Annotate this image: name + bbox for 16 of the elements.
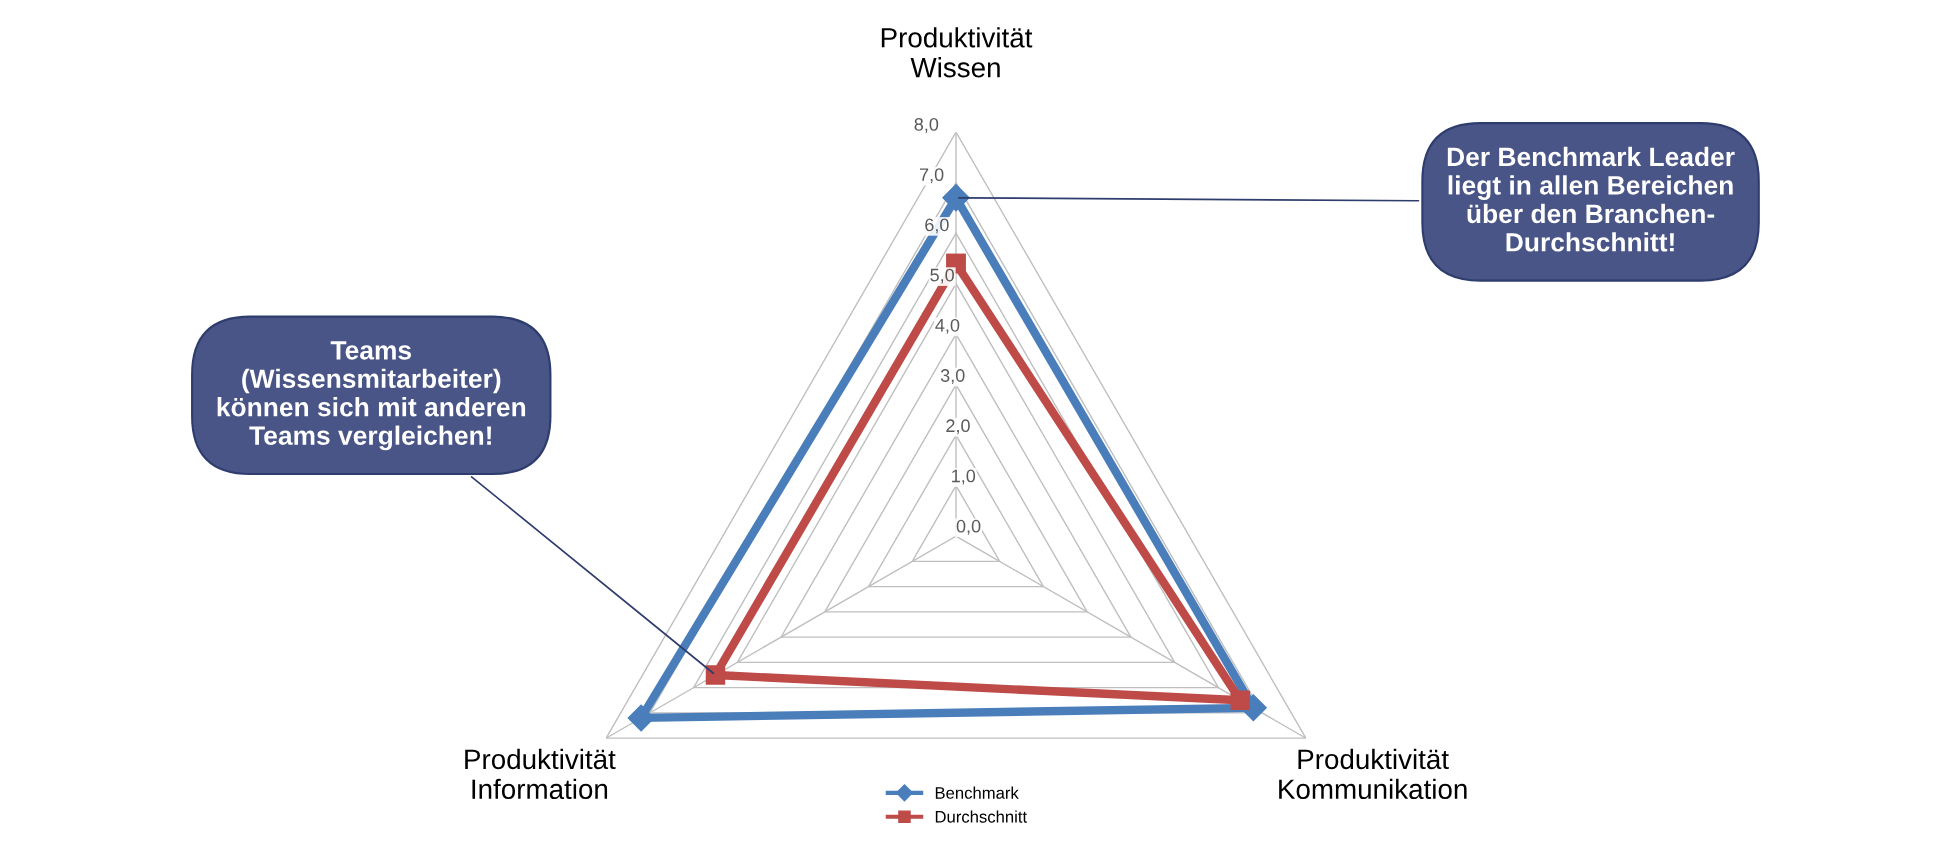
legend-label: Benchmark	[935, 786, 1019, 799]
spoke-label: Produktivität Information	[465, 748, 616, 800]
spoke-label: Produktivität Wissen	[881, 27, 1033, 78]
y-tick-label: 7,0	[919, 168, 944, 184]
y-tick-label: 5,0	[930, 268, 954, 284]
spoke-label: Produktivität Kommunikation	[1279, 748, 1467, 800]
y-tick-label: 3,0	[940, 369, 965, 385]
y-tick-label: 4,0	[935, 318, 960, 334]
y-tick-label: 0,0	[956, 519, 981, 535]
y-tick-label: 2,0	[946, 419, 970, 435]
y-tick-label: 1,0	[952, 469, 976, 485]
y-tick-label: 8,0	[914, 118, 939, 133]
legend-label: Durchschnitt	[935, 810, 1027, 823]
text: Teams (Wissensmitarbeiter) können sich mit anderen Teams vergleichen!	[217, 341, 526, 451]
y-tick-label: 6,0	[925, 218, 949, 234]
text: Der Benchmark Leader liegt in allen Bereichen über den Branchen- Durchschnitt!	[1447, 146, 1735, 252]
